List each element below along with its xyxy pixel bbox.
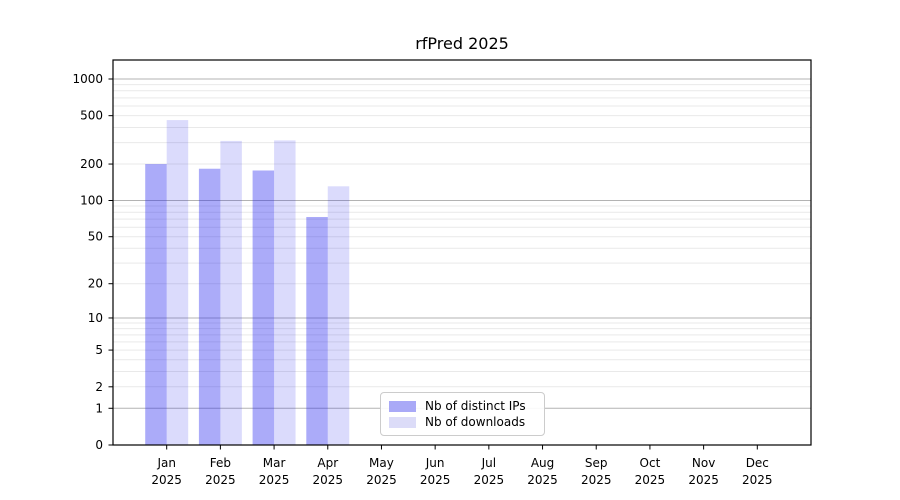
x-tick-label-year: 2025	[742, 473, 773, 487]
bar-downloads-feb	[220, 140, 242, 445]
legend-swatch-downloads-icon	[389, 416, 416, 428]
legend-label-distinct-ips: Nb of distinct IPs	[425, 399, 526, 413]
y-tick-label: 10	[88, 311, 103, 325]
x-tick-label-month: Feb	[210, 456, 231, 470]
x-tick-label-month: Oct	[640, 456, 661, 470]
bar-distinct-ips-feb	[198, 168, 221, 446]
bar-downloads-mar	[274, 140, 296, 446]
x-tick-label-month: Apr	[317, 456, 338, 470]
y-tick-label: 0	[95, 438, 103, 452]
x-tick-label-year: 2025	[581, 473, 612, 487]
y-tick-label: 5	[95, 343, 103, 357]
x-tick-label-year: 2025	[366, 473, 397, 487]
x-tick-label-month: Jul	[481, 456, 496, 470]
bar-distinct-ips-mar	[252, 170, 275, 446]
x-tick-label-year: 2025	[688, 473, 719, 487]
x-tick-label-year: 2025	[420, 473, 451, 487]
plot-frame	[112, 59, 812, 446]
y-tick-label: 20	[88, 277, 103, 291]
bar-downloads-jan	[166, 120, 189, 445]
x-tick-label-year: 2025	[527, 473, 558, 487]
x-tick-label-year: 2025	[205, 473, 236, 487]
x-tick-label-month: Nov	[692, 456, 715, 470]
x-tick-label-month: Jun	[425, 456, 445, 470]
y-tick-label: 50	[88, 230, 103, 244]
x-tick-label-month: Aug	[531, 456, 554, 470]
x-tick-label-year: 2025	[312, 473, 343, 487]
x-tick-label-month: Dec	[746, 456, 769, 470]
legend-swatch-distinct-ips-icon	[389, 400, 416, 412]
x-tick-label-month: Jan	[156, 456, 176, 470]
legend-label-downloads: Nb of downloads	[425, 415, 526, 429]
legend-item-distinct-ips: Nb of distinct IPs	[389, 399, 536, 413]
y-tick-label: 200	[80, 157, 103, 171]
bar-distinct-ips-jan	[145, 164, 167, 446]
x-tick-label-year: 2025	[259, 473, 290, 487]
y-tick-label: 1	[95, 401, 103, 415]
y-tick-label: 100	[80, 194, 103, 208]
legend: Nb of distinct IPs Nb of downloads	[380, 392, 545, 436]
y-tick-label: 2	[95, 380, 103, 394]
legend-item-downloads: Nb of downloads	[389, 415, 536, 429]
x-tick-label-month: Sep	[585, 456, 608, 470]
x-tick-label-year: 2025	[474, 473, 505, 487]
bar-downloads-apr	[327, 186, 350, 446]
x-tick-label-month: Mar	[263, 456, 286, 470]
y-tick-label: 500	[80, 109, 103, 123]
y-tick-label: 1000	[72, 72, 103, 86]
bar-distinct-ips-apr	[306, 216, 328, 445]
x-tick-label-year: 2025	[635, 473, 666, 487]
x-tick-label-month: May	[369, 456, 394, 470]
chart-title: rfPred 2025	[415, 34, 509, 53]
x-tick-label-year: 2025	[151, 473, 182, 487]
